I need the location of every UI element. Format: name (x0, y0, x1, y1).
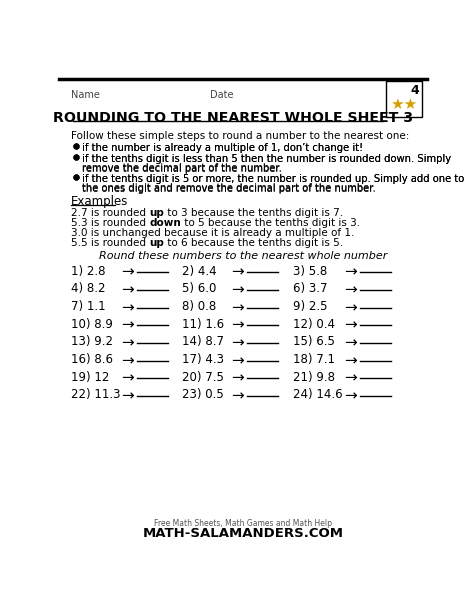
Text: →: → (121, 318, 134, 333)
Text: 12) 0.4: 12) 0.4 (293, 318, 335, 330)
Text: →: → (121, 335, 134, 351)
Text: Free Math Sheets, Math Games and Math Help: Free Math Sheets, Math Games and Math He… (154, 519, 332, 528)
Text: up: up (149, 208, 164, 218)
Text: 2) 4.4: 2) 4.4 (182, 265, 216, 278)
Text: 23) 0.5: 23) 0.5 (182, 389, 223, 402)
Text: →: → (121, 265, 134, 280)
Text: the ones digit and remove the decimal part of the number.: the ones digit and remove the decimal pa… (82, 185, 376, 194)
Text: Examples: Examples (71, 195, 128, 208)
Text: 6) 3.7: 6) 3.7 (293, 282, 328, 295)
Text: 13) 9.2: 13) 9.2 (71, 335, 113, 348)
Text: →: → (121, 389, 134, 403)
Text: 5) 6.0: 5) 6.0 (182, 282, 216, 295)
Text: 22) 11.3: 22) 11.3 (71, 389, 120, 402)
Text: if the tenths digit is less than 5 then the number is rounded down. Simply: if the tenths digit is less than 5 then … (82, 154, 452, 164)
Text: 4: 4 (410, 83, 419, 97)
Text: up: up (149, 238, 164, 248)
Text: if the tenths digit is 5 or more, the number is rounded up. Simply add one to: if the tenths digit is 5 or more, the nu… (82, 173, 465, 184)
Text: →: → (121, 282, 134, 297)
Text: 17) 4.3: 17) 4.3 (182, 353, 224, 366)
Text: 14) 8.7: 14) 8.7 (182, 335, 224, 348)
Text: if the tenths digit is 5 or more, the number is rounded up. Simply add one to: if the tenths digit is 5 or more, the nu… (82, 173, 465, 184)
Text: →: → (231, 335, 244, 351)
Text: 8) 0.8: 8) 0.8 (182, 300, 216, 313)
Text: →: → (345, 300, 357, 315)
Text: the ones digit and remove the decimal part of the number.: the ones digit and remove the decimal pa… (82, 183, 376, 193)
Text: →: → (345, 335, 357, 351)
Text: 11) 1.6: 11) 1.6 (182, 318, 224, 330)
Text: to 5 because the tenths digit is 3.: to 5 because the tenths digit is 3. (181, 218, 360, 227)
Text: →: → (231, 389, 244, 403)
Text: 9) 2.5: 9) 2.5 (293, 300, 328, 313)
Text: remove the decimal part of the number.: remove the decimal part of the number. (82, 163, 283, 173)
Text: 3) 5.8: 3) 5.8 (293, 265, 328, 278)
Text: →: → (231, 265, 244, 280)
Text: →: → (231, 282, 244, 297)
Text: →: → (345, 371, 357, 386)
Text: 3.0 is unchanged because it is already a multiple of 1.: 3.0 is unchanged because it is already a… (71, 227, 354, 238)
Text: →: → (345, 282, 357, 297)
Text: →: → (231, 353, 244, 368)
Text: 5.3 is rounded: 5.3 is rounded (71, 218, 149, 227)
Text: 2.7 is rounded: 2.7 is rounded (71, 208, 149, 218)
Text: 5.5 is rounded: 5.5 is rounded (71, 238, 149, 248)
Text: Follow these simple steps to round a number to the nearest one:: Follow these simple steps to round a num… (71, 131, 409, 140)
Text: →: → (345, 318, 357, 333)
Text: →: → (231, 371, 244, 386)
Text: if the number is already a multiple of 1, don’t change it!: if the number is already a multiple of 1… (82, 143, 364, 153)
Text: if the number is already a multiple of 1, don’t change it!: if the number is already a multiple of 1… (82, 143, 364, 153)
Text: →: → (231, 300, 244, 315)
Text: 20) 7.5: 20) 7.5 (182, 371, 224, 384)
Text: 16) 8.6: 16) 8.6 (71, 353, 113, 366)
Text: Round these numbers to the nearest whole number: Round these numbers to the nearest whole… (99, 251, 387, 261)
Text: →: → (345, 353, 357, 368)
Text: 7) 1.1: 7) 1.1 (71, 300, 106, 313)
Text: 10) 8.9: 10) 8.9 (71, 318, 113, 330)
Text: to 3 because the tenths digit is 7.: to 3 because the tenths digit is 7. (164, 208, 343, 218)
Text: →: → (231, 318, 244, 333)
Text: ROUNDING TO THE NEAREST WHOLE SHEET 3: ROUNDING TO THE NEAREST WHOLE SHEET 3 (53, 110, 413, 124)
Text: 18) 7.1: 18) 7.1 (293, 353, 335, 366)
Text: remove the decimal part of the number.: remove the decimal part of the number. (82, 164, 283, 175)
Text: if the tenths digit is less than 5 then the number is rounded down. Simply: if the tenths digit is less than 5 then … (82, 154, 452, 164)
Text: →: → (121, 300, 134, 315)
Text: 19) 12: 19) 12 (71, 371, 109, 384)
FancyBboxPatch shape (386, 82, 422, 116)
Text: Date: Date (210, 91, 234, 101)
Text: 4) 8.2: 4) 8.2 (71, 282, 105, 295)
Text: 21) 9.8: 21) 9.8 (293, 371, 335, 384)
Text: 24) 14.6: 24) 14.6 (293, 389, 343, 402)
Text: down: down (149, 218, 181, 227)
Text: →: → (345, 389, 357, 403)
Text: 15) 6.5: 15) 6.5 (293, 335, 335, 348)
Text: Name: Name (71, 91, 100, 101)
Text: →: → (121, 371, 134, 386)
Text: →: → (345, 265, 357, 280)
Text: ★★: ★★ (390, 97, 417, 112)
Text: 1) 2.8: 1) 2.8 (71, 265, 105, 278)
Text: MATH-SALAMANDERS.COM: MATH-SALAMANDERS.COM (142, 527, 344, 540)
Text: to 6 because the tenths digit is 5.: to 6 because the tenths digit is 5. (164, 238, 343, 248)
Text: →: → (121, 353, 134, 368)
